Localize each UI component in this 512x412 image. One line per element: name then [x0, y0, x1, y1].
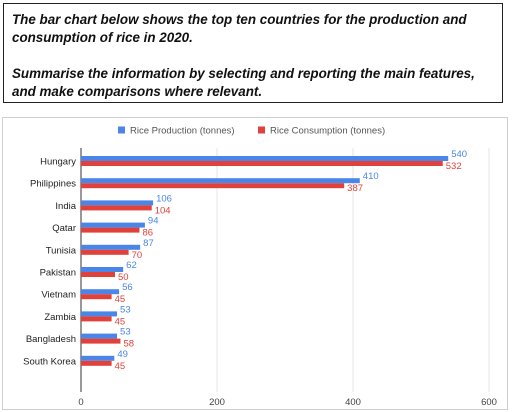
tick-label-3: 600: [481, 397, 497, 408]
category-label-3: Qatar: [52, 223, 76, 234]
category-label-1: Philippines: [30, 179, 76, 190]
tick-label-2: 400: [345, 397, 361, 408]
tick-label-1: 200: [209, 397, 225, 408]
task-instructions: The bar chart below shows the top ten co…: [3, 3, 503, 103]
bar-1-2: [81, 205, 152, 211]
category-label-5: Pakistan: [40, 268, 76, 279]
value-label-1-6: 45: [115, 294, 126, 305]
bars: 5405324103871061049486877062505645534553…: [81, 149, 467, 372]
bar-0-0: [81, 156, 449, 161]
value-label-0-1: 410: [363, 171, 379, 182]
value-label-0-9: 49: [117, 349, 128, 360]
category-label-0: Hungary: [40, 157, 76, 168]
chart-frame: [2, 117, 508, 410]
value-label-1-4: 70: [132, 250, 143, 261]
legend-swatch-1: [258, 126, 265, 134]
bar-0-2: [81, 200, 154, 206]
task-line-2: Summarise the information by selecting a…: [12, 66, 475, 99]
bar-0-6: [81, 289, 120, 295]
bar-1-9: [81, 360, 112, 366]
tick-label-0: 0: [78, 397, 83, 408]
value-label-0-8: 53: [120, 327, 131, 338]
value-label-0-7: 53: [120, 304, 131, 315]
category-labels: Hungary Philippines India Qatar Tunisia Pakis…: [23, 157, 77, 368]
value-label-0-5: 62: [126, 260, 137, 271]
value-label-0-4: 87: [143, 238, 154, 249]
bar-1-6: [81, 294, 112, 300]
bar-1-1: [81, 183, 345, 189]
value-label-1-0: 532: [446, 161, 462, 172]
bar-0-5: [81, 267, 124, 272]
bar-0-9: [81, 355, 115, 361]
legend-label-0: Rice Production (tonnes): [130, 126, 235, 137]
bar-0-3: [81, 222, 145, 228]
value-label-1-1: 387: [347, 183, 363, 194]
bar-1-5: [81, 272, 115, 277]
bar-0-1: [81, 178, 360, 184]
bar-0-8: [81, 333, 118, 339]
bar-1-8: [81, 338, 121, 344]
category-label-2: India: [55, 201, 76, 212]
value-label-1-8: 58: [123, 339, 134, 350]
category-label-8: Bangladesh: [26, 334, 76, 345]
x-axis-ticks: 0 200 400 600: [78, 397, 497, 408]
bar-1-4: [81, 249, 129, 255]
value-label-1-9: 45: [115, 361, 126, 372]
value-label-1-3: 86: [142, 228, 153, 239]
value-label-0-6: 56: [122, 282, 133, 293]
category-label-7: Zambia: [44, 312, 76, 323]
category-label-4: Tunisia: [46, 245, 77, 256]
value-label-1-5: 50: [118, 272, 129, 283]
legend-swatch-0: [118, 126, 125, 134]
bar-1-7: [81, 316, 112, 322]
bar-1-0: [81, 161, 443, 166]
legend: Rice Production (tonnes) Rice Consumption…: [118, 126, 385, 137]
category-label-9: South Korea: [23, 356, 77, 367]
legend-label-1: Rice Consumption (tonnes): [270, 126, 385, 137]
task-line-1: The bar chart below shows the top ten co…: [12, 12, 467, 45]
value-label-0-3: 94: [148, 216, 159, 227]
bar-0-7: [81, 311, 118, 317]
bar-0-4: [81, 244, 141, 250]
value-label-1-7: 45: [115, 316, 126, 327]
category-label-6: Vietnam: [41, 290, 76, 301]
value-label-1-2: 104: [155, 205, 171, 216]
bar-1-3: [81, 227, 140, 233]
value-label-0-2: 106: [156, 193, 172, 204]
value-label-0-0: 540: [451, 149, 467, 160]
